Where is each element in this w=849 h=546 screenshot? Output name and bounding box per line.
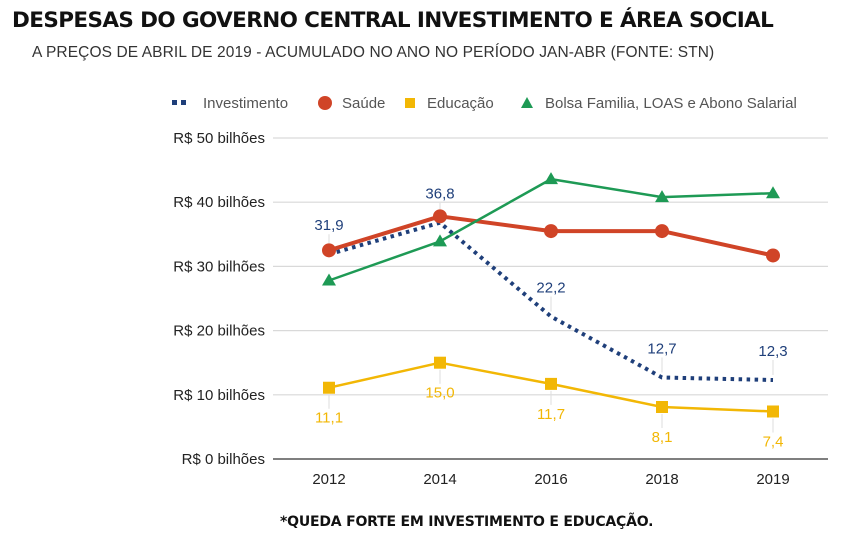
data-labels: 31,9 36,8 22,2 12,7 12,3 11,1 15,0 11,7 8,1 7,4 [314,186,787,451]
data-label: 22,2 [536,279,565,296]
data-point-circle [766,248,780,263]
data-point-square [323,381,335,394]
x-tick-label: 2014 [423,471,456,488]
data-point-triangle [433,234,447,247]
legend-dotted-line-icon [172,100,177,105]
data-point-triangle [766,186,780,199]
data-point-circle [322,243,336,258]
legend-triangle-icon [521,97,533,108]
data-point-square [767,405,779,418]
data-point-triangle [655,190,669,203]
y-tick-label: R$ 10 bilhões [173,387,265,404]
data-label: 12,7 [647,340,676,357]
legend-square-icon [405,98,415,108]
x-tick-label: 2016 [534,471,567,488]
data-point-triangle [544,172,558,185]
data-label: 12,3 [758,343,787,360]
legend-label: Bolsa Familia, LOAS e Abono Salarial [545,95,797,112]
data-label: 15,0 [425,385,454,402]
legend-item: Bolsa Familia, LOAS e Abono Salarial [521,95,797,112]
data-label: 7,4 [763,433,784,450]
legend-item: Saúde [318,95,385,112]
series-group [322,172,780,418]
x-axis: 2012 2014 2016 2018 2019 [312,471,789,488]
y-tick-label: R$ 50 bilhões [173,130,265,147]
data-point-triangle [322,273,336,286]
data-point-square [434,356,446,369]
series-saúde [322,209,780,263]
y-tick-label: R$ 30 bilhões [173,258,265,275]
y-tick-label: R$ 20 bilhões [173,323,265,340]
legend-circle-icon [318,96,332,110]
x-tick-label: 2012 [312,471,345,488]
x-tick-label: 2018 [645,471,678,488]
legend-label: Saúde [342,95,385,112]
data-point-circle [544,224,558,239]
data-label: 31,9 [314,217,343,234]
data-point-square [545,377,557,390]
y-tick-label: R$ 0 bilhões [182,451,265,468]
series-line [328,220,774,382]
footnote: *QUEDA FORTE EM INVESTIMENTO E EDUCAÇÃO. [280,514,654,530]
series-bolsa [322,172,780,286]
legend-label: Educação [427,95,494,112]
data-point-square [656,400,668,413]
legend-item: Investimento [172,95,288,112]
chart-subtitle: A PREÇOS DE ABRIL DE 2019 - ACUMULADO NO… [32,44,715,61]
series-educação [323,356,779,418]
y-axis: R$ 0 bilhões R$ 10 bilhões R$ 20 bilhões R$… [173,130,265,468]
data-point-circle [655,224,669,239]
legend: Investimento Saúde Educação Bolsa Familia, … [172,95,797,112]
series-investimento [328,220,774,382]
legend-dotted-line-icon [181,100,186,105]
legend-label: Investimento [203,95,288,112]
data-label: 11,7 [537,406,565,423]
data-point-circle [433,209,447,224]
data-label: 36,8 [425,186,454,203]
chart-title: DESPESAS DO GOVERNO CENTRAL INVESTIMENTO… [12,8,774,33]
data-label: 11,1 [315,410,343,427]
x-tick-label: 2019 [756,471,789,488]
data-label: 8,1 [652,429,673,446]
y-tick-label: R$ 40 bilhões [173,194,265,211]
legend-item: Educação [405,95,494,112]
